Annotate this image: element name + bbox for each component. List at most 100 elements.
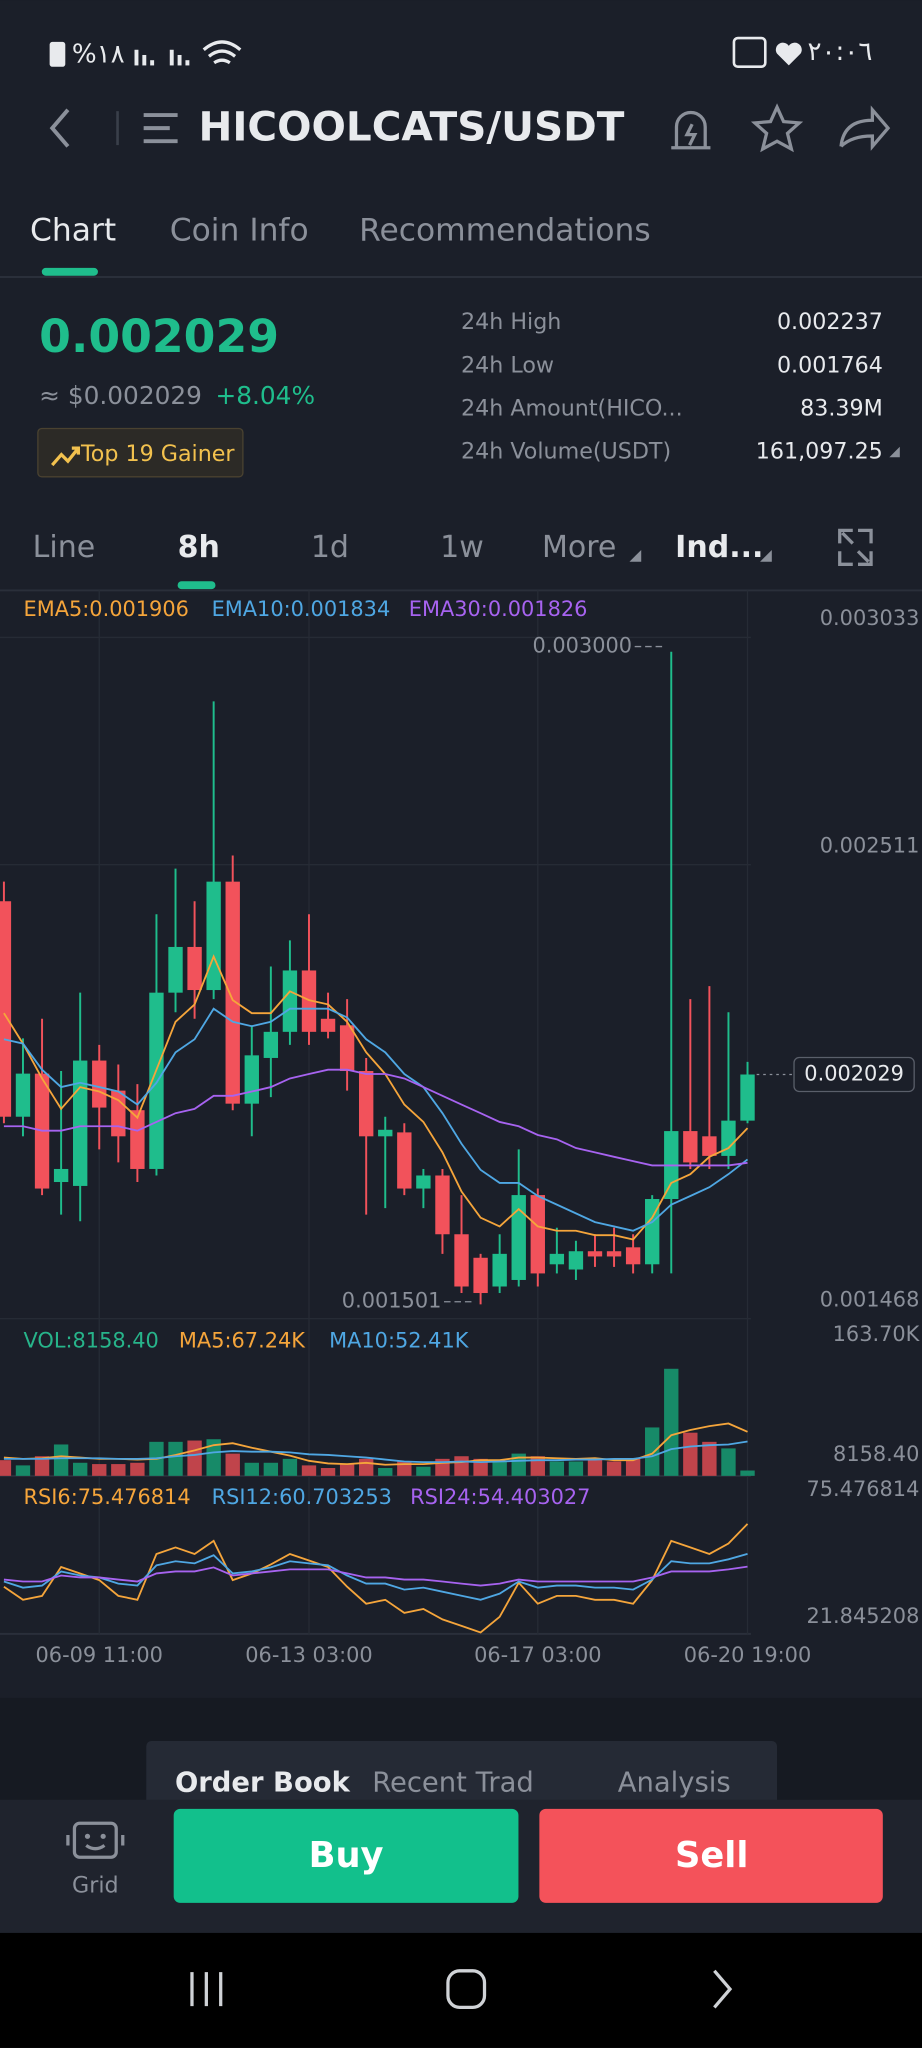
- candle-body: [606, 1251, 622, 1257]
- candle-body: [225, 881, 240, 1104]
- volume-bar: [187, 1440, 202, 1476]
- x-tick-label: 06-09 11:00: [36, 1643, 163, 1667]
- grid-label: Grid: [72, 1872, 119, 1898]
- volume-bar: [625, 1458, 641, 1476]
- battery-icon: [49, 41, 66, 67]
- interval[interactable]: 1w: [440, 530, 484, 565]
- badge-text: Top 19 Gainer: [80, 441, 235, 467]
- tab[interactable]: Chart: [30, 212, 116, 248]
- volume-bar: [683, 1432, 698, 1476]
- volume-bar: [740, 1470, 755, 1476]
- recents-button[interactable]: [190, 1972, 223, 2007]
- candle-body: [454, 1234, 469, 1287]
- tab[interactable]: Recommendations: [359, 212, 651, 248]
- indicators[interactable]: Ind...: [675, 530, 763, 565]
- volume-max-label: 163.70K: [833, 1322, 921, 1346]
- candle-body: [149, 992, 164, 1169]
- volume-bar: [130, 1462, 145, 1476]
- indicator-line: [3, 1523, 749, 1634]
- candle-body: [73, 1060, 88, 1186]
- y-tick-label: 0.002511: [820, 833, 920, 857]
- volume-bar: [511, 1453, 526, 1476]
- candle-body: [282, 970, 298, 1032]
- pair-title: HICOOLCATS/USDT: [199, 102, 625, 150]
- stat-label: 24h High: [461, 309, 561, 335]
- favorite-button[interactable]: [750, 103, 804, 153]
- share-button[interactable]: [839, 105, 891, 151]
- home-button[interactable]: [446, 1969, 487, 2010]
- volume-bar: [378, 1468, 393, 1476]
- clock: ٢٠:٠٦: [807, 37, 872, 67]
- x-tick-label: 06-13 03:00: [245, 1643, 372, 1667]
- candle-body: [492, 1253, 507, 1287]
- volume-last-label: 8158.40: [833, 1442, 919, 1466]
- candle-body: [435, 1175, 450, 1235]
- grid-button[interactable]: [66, 1821, 125, 1859]
- rsi-min-label: 21.845208: [806, 1604, 919, 1628]
- tab-indicator: [41, 267, 98, 276]
- interval[interactable]: Line: [33, 530, 96, 565]
- y-tick-label: 0.003033: [820, 606, 920, 630]
- legend-entry: EMA10:0.001834: [212, 597, 391, 621]
- volume-bar: [702, 1441, 717, 1476]
- stat-value: 0.001764: [777, 352, 883, 378]
- alert-button[interactable]: [671, 110, 711, 150]
- volume-bar: [320, 1468, 336, 1476]
- sell-label: Sell: [675, 1835, 748, 1876]
- volume-bar: [168, 1441, 183, 1476]
- candle-body: [625, 1247, 641, 1265]
- interval[interactable]: More: [542, 530, 616, 565]
- last-price: 0.002029: [39, 310, 279, 363]
- candle-body: [359, 1071, 374, 1137]
- sell-button[interactable]: [539, 1808, 883, 1903]
- menu-button[interactable]: [143, 113, 178, 144]
- candle-body: [416, 1175, 431, 1189]
- fullscreen-button[interactable]: [838, 528, 873, 566]
- candle-body: [511, 1195, 526, 1280]
- gainer-badge[interactable]: [37, 427, 244, 478]
- candle-body: [645, 1198, 660, 1265]
- buy-button[interactable]: [173, 1808, 519, 1903]
- y-tick-label: 0.001468: [820, 1287, 920, 1311]
- volume-bar: [492, 1461, 507, 1476]
- stats: 24h High 0.002237 24h Low 0.001764 24h A…: [461, 309, 900, 464]
- candle-body: [378, 1129, 393, 1137]
- legend-entry: MA5:67.24K: [179, 1328, 306, 1352]
- candle-body: [263, 1031, 279, 1058]
- candle-body: [0, 901, 12, 1117]
- order-tab[interactable]: Analysis: [618, 1768, 731, 1799]
- interval[interactable]: 8h: [178, 530, 220, 565]
- indicator-line: [3, 1565, 748, 1587]
- back-nav-button[interactable]: [713, 1969, 733, 2009]
- volume-bar: [568, 1461, 584, 1476]
- volume-bar: [587, 1458, 603, 1476]
- candle-body: [721, 1120, 736, 1156]
- dropdown-arrow: [629, 549, 642, 562]
- tab[interactable]: Coin Info: [170, 212, 309, 248]
- candle-body: [15, 1073, 31, 1117]
- candle-body: [587, 1251, 603, 1257]
- volume-bar: [225, 1453, 240, 1476]
- volume-bar: [73, 1462, 88, 1476]
- stat-value: 83.39M: [800, 395, 883, 421]
- candle-body: [549, 1253, 565, 1265]
- stat-label: 24h Amount(HICO...: [461, 395, 683, 421]
- candle-body: [397, 1132, 412, 1189]
- volume-bar: [206, 1439, 221, 1476]
- stat-label: 24h Volume(USDT): [461, 438, 671, 464]
- candle-body: [130, 1110, 145, 1169]
- rsi-max-label: 75.476814: [806, 1477, 919, 1501]
- candle-body: [206, 881, 221, 991]
- back-button[interactable]: [49, 108, 70, 148]
- high-marker: 0.003000: [532, 634, 632, 658]
- order-tab[interactable]: Order Book: [175, 1768, 351, 1799]
- order-tab[interactable]: Recent Trad: [372, 1768, 534, 1799]
- x-tick-label: 06-17 03:00: [474, 1643, 601, 1667]
- nav-bar: [0, 1932, 922, 2048]
- legend-entry: RSI24:54.403027: [410, 1485, 590, 1509]
- interval[interactable]: 1d: [311, 530, 349, 565]
- translate-icon: [732, 36, 767, 69]
- volume-bar: [92, 1464, 107, 1476]
- legend-entry: VOL:8158.40: [24, 1328, 159, 1352]
